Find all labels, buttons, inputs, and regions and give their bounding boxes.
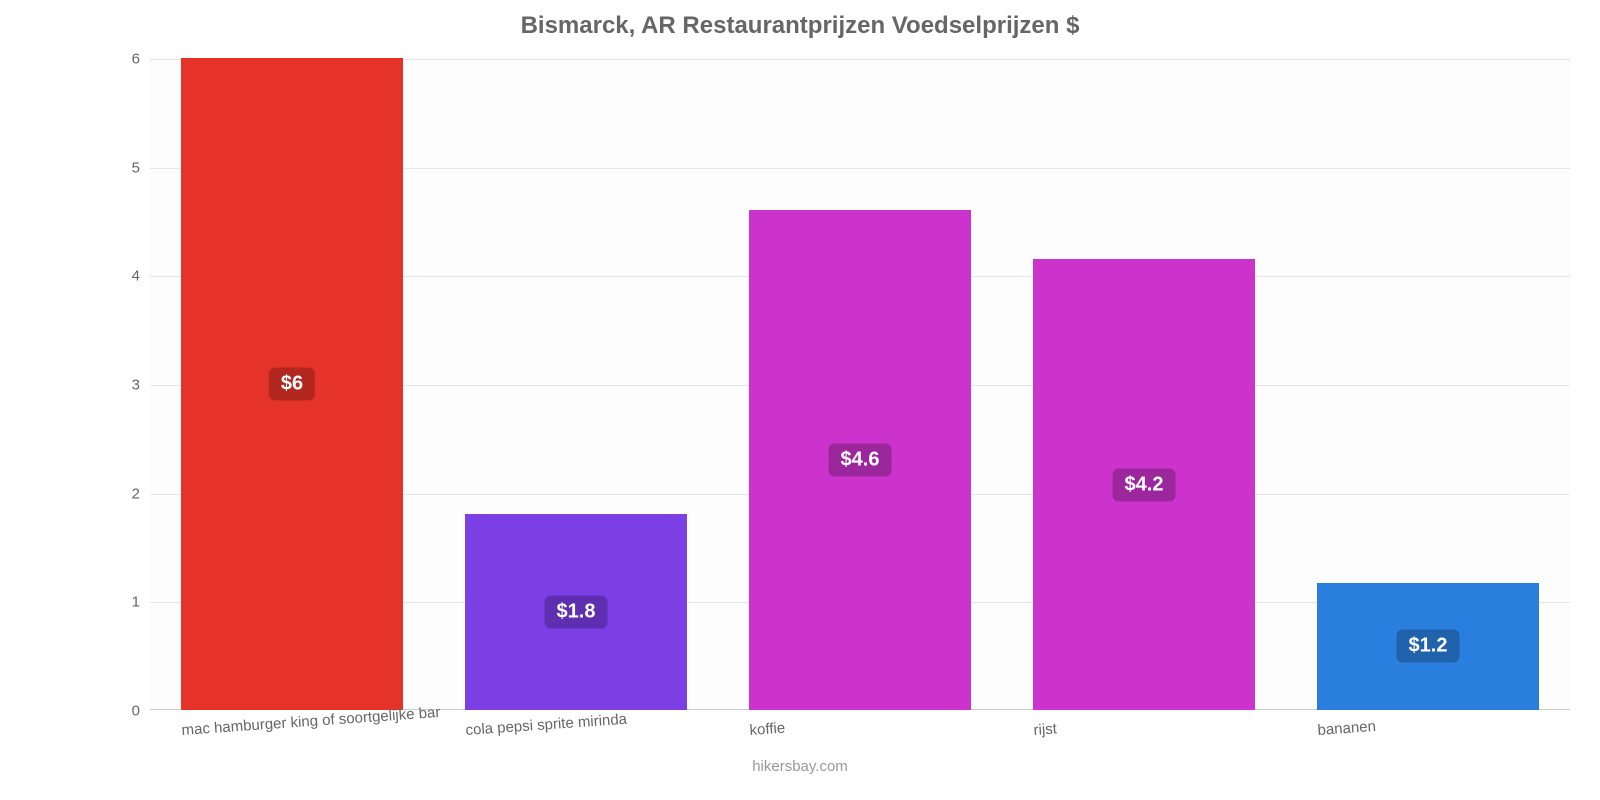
bar: $1.2	[1317, 583, 1539, 710]
x-tick-label: cola pepsi sprite mirinda	[465, 711, 628, 739]
y-tick-label: 4	[132, 268, 140, 285]
bar: $4.2	[1033, 259, 1255, 710]
value-badge: $6	[269, 368, 315, 401]
chart-title: Bismarck, AR Restaurantprijzen Voedselpr…	[0, 12, 1600, 40]
value-badge: $1.8	[545, 596, 608, 629]
y-tick-label: 0	[132, 703, 140, 720]
plot-area: 0123456$6mac hamburger king of soortgeli…	[150, 58, 1570, 710]
y-tick-label: 1	[132, 594, 140, 611]
y-tick-label: 2	[132, 485, 140, 502]
bar: $6	[181, 58, 403, 710]
value-badge: $4.6	[829, 444, 892, 477]
price-bar-chart: Bismarck, AR Restaurantprijzen Voedselpr…	[0, 0, 1600, 800]
y-tick-label: 6	[132, 51, 140, 68]
y-tick-label: 5	[132, 159, 140, 176]
x-tick-label: bananen	[1317, 718, 1376, 739]
bar: $1.8	[465, 514, 687, 710]
bar: $4.6	[749, 210, 971, 710]
value-badge: $4.2	[1113, 468, 1176, 501]
attribution-text: hikersbay.com	[752, 758, 848, 775]
y-tick-label: 3	[132, 377, 140, 394]
x-tick-label: koffie	[749, 720, 786, 739]
value-badge: $1.2	[1397, 630, 1460, 663]
x-tick-label: rijst	[1033, 720, 1057, 739]
